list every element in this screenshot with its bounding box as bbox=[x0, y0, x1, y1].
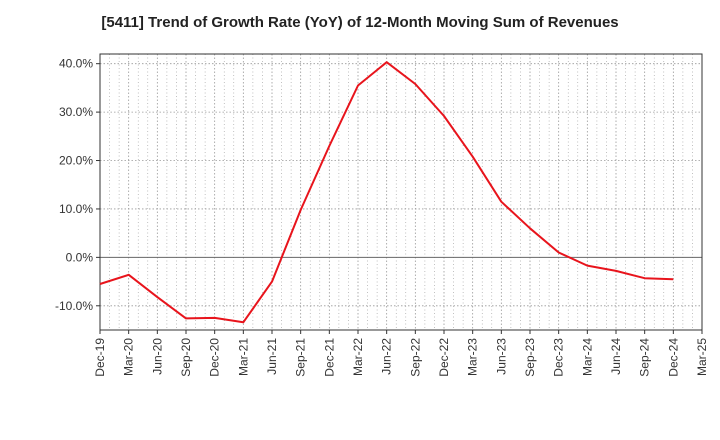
x-tick-label: Mar-23 bbox=[466, 338, 480, 376]
x-tick-label: Sep-22 bbox=[408, 338, 422, 377]
grid-lines bbox=[100, 54, 702, 330]
x-tick-label: Dec-22 bbox=[437, 338, 451, 377]
x-tick-label: Sep-23 bbox=[523, 338, 537, 377]
x-tick-label: Jun-22 bbox=[380, 338, 394, 375]
x-tick-label: Jun-24 bbox=[609, 338, 623, 375]
series-line bbox=[99, 61, 674, 324]
x-tick-label: Mar-22 bbox=[351, 338, 365, 376]
y-tick-label: 0.0% bbox=[66, 250, 94, 264]
x-tick-label: Dec-23 bbox=[552, 338, 566, 377]
y-tick-labels: -10.0% 0.0% 10.0% 20.0% 30.0% 40.0% bbox=[55, 57, 93, 313]
x-tick-label: Dec-20 bbox=[208, 338, 222, 377]
y-tick-label: 10.0% bbox=[59, 202, 93, 216]
chart-title: [5411] Trend of Growth Rate (YoY) of 12-… bbox=[101, 14, 619, 31]
x-tick-label: Dec-19 bbox=[93, 338, 107, 377]
series-group bbox=[99, 61, 674, 324]
x-tick-label: Mar-21 bbox=[236, 338, 250, 376]
x-tick-label: Dec-24 bbox=[666, 338, 680, 377]
x-tick-label: Sep-21 bbox=[294, 338, 308, 377]
y-tick-label: 30.0% bbox=[59, 105, 93, 119]
x-tick-label: Sep-24 bbox=[638, 338, 652, 377]
x-tick-labels: Dec-19 Mar-20 Jun-20 Sep-20 Dec-20 Mar-21 Jun-… bbox=[93, 338, 709, 377]
plot-frame bbox=[99, 53, 703, 331]
axes bbox=[96, 53, 703, 334]
y-tick-label: 20.0% bbox=[59, 154, 93, 168]
x-tick-label: Sep-20 bbox=[179, 338, 193, 377]
y-tick-label: 40.0% bbox=[59, 57, 93, 71]
x-tick-label: Jun-20 bbox=[150, 338, 164, 375]
y-tick-label: -10.0% bbox=[55, 299, 93, 313]
x-tick-label: Dec-21 bbox=[322, 338, 336, 377]
x-tick-label: Jun-21 bbox=[265, 338, 279, 375]
x-tick-label: Mar-25 bbox=[695, 338, 709, 376]
x-tick-label: Mar-24 bbox=[580, 338, 594, 376]
x-tick-label: Mar-20 bbox=[122, 338, 136, 376]
x-tick-label: Jun-23 bbox=[494, 338, 508, 375]
